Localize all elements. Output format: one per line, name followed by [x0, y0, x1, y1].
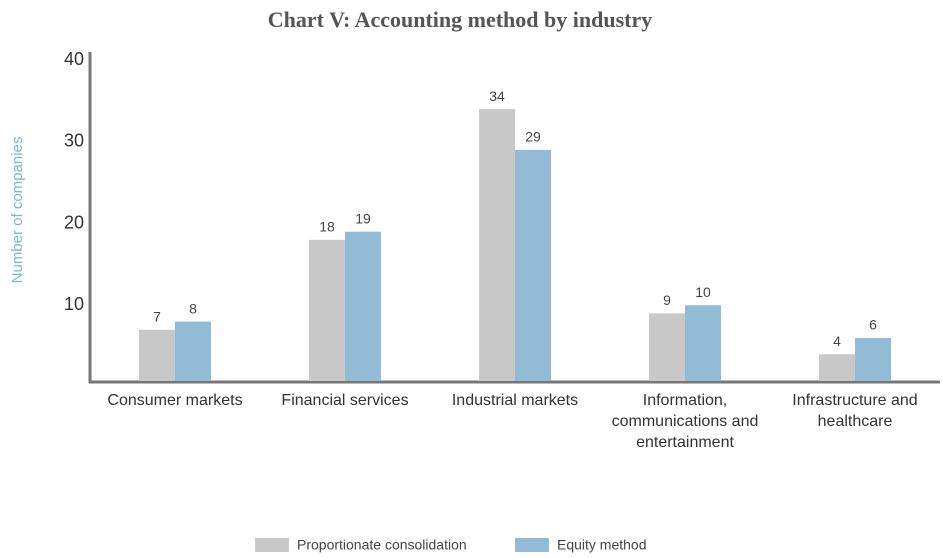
bar [139, 329, 175, 381]
value-label: 9 [663, 292, 671, 308]
value-label: 4 [833, 333, 841, 349]
y-tick-label: 30 [64, 131, 84, 151]
value-label: 6 [869, 317, 877, 333]
legend-swatch [515, 538, 549, 552]
x-tick-label: Consumer markets [107, 392, 243, 409]
value-label: 10 [695, 284, 711, 300]
value-label: 29 [525, 129, 541, 145]
bar [175, 321, 211, 381]
bar [855, 337, 891, 381]
x-tick-label: Industrial markets [451, 392, 579, 409]
y-tick-label: 10 [64, 294, 84, 314]
value-label: 18 [319, 219, 335, 235]
x-tick-label: Financial services [281, 392, 409, 409]
bar [515, 149, 551, 381]
y-axis-label: Number of companies [9, 137, 26, 284]
x-tick-label: Information, communications and entertai… [611, 392, 759, 451]
value-label: 8 [189, 300, 197, 316]
bar [479, 109, 515, 382]
bar [345, 231, 381, 381]
chart-title: Chart V: Accounting method by industry [268, 7, 652, 32]
value-label: 19 [355, 210, 371, 226]
y-tick-label: 40 [64, 49, 84, 69]
value-label: 7 [153, 308, 161, 324]
legend-label: Proportionate consolidation [297, 537, 467, 553]
legend-swatch [255, 538, 289, 552]
x-tick-label: Infrastructure and healthcare [792, 392, 918, 430]
bar [309, 239, 345, 381]
bar [649, 313, 685, 381]
bar [819, 354, 855, 381]
y-tick-label: 20 [64, 212, 84, 232]
bar [685, 305, 721, 381]
value-label: 34 [489, 88, 505, 104]
legend-label: Equity method [557, 537, 647, 553]
